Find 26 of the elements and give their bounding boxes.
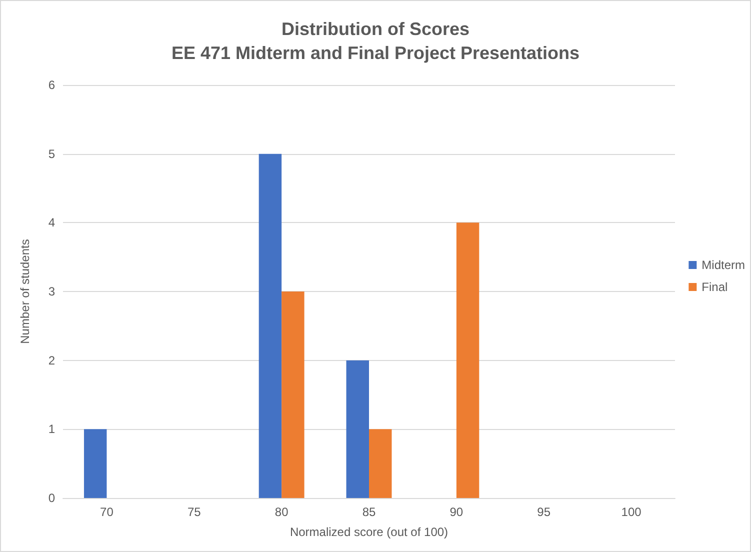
x-tick-label: 90 [450,505,464,519]
y-tick-label: 0 [48,491,56,505]
y-tick-label: 1 [48,422,56,436]
y-axis-title: Number of students [18,239,32,344]
y-tick-label: 5 [48,146,56,161]
legend-label: Final [702,280,728,294]
chart-subtitle: EE 471 Midterm and Final Project Presentations [171,43,580,63]
x-tick-label: 100 [621,505,642,519]
legend-label: Midterm [702,258,746,272]
x-axis-title: Normalized score (out of 100) [290,525,448,539]
bar [346,360,369,498]
bar [258,154,282,498]
x-tick-label: 70 [100,505,114,519]
bar [369,429,392,498]
bar [456,222,480,498]
chart-title: Distribution of Scores [281,19,470,39]
y-tick-label: 4 [48,216,56,230]
bar [282,292,304,498]
y-tick-label: 3 [48,284,56,298]
y-tick-label: 2 [48,353,56,368]
x-tick-label: 80 [274,505,289,519]
x-tick-label: 95 [537,505,551,519]
x-tick-label: 75 [187,505,202,519]
y-tick-label: 6 [48,78,56,92]
x-tick-label: 85 [362,505,376,519]
bar [84,429,107,498]
